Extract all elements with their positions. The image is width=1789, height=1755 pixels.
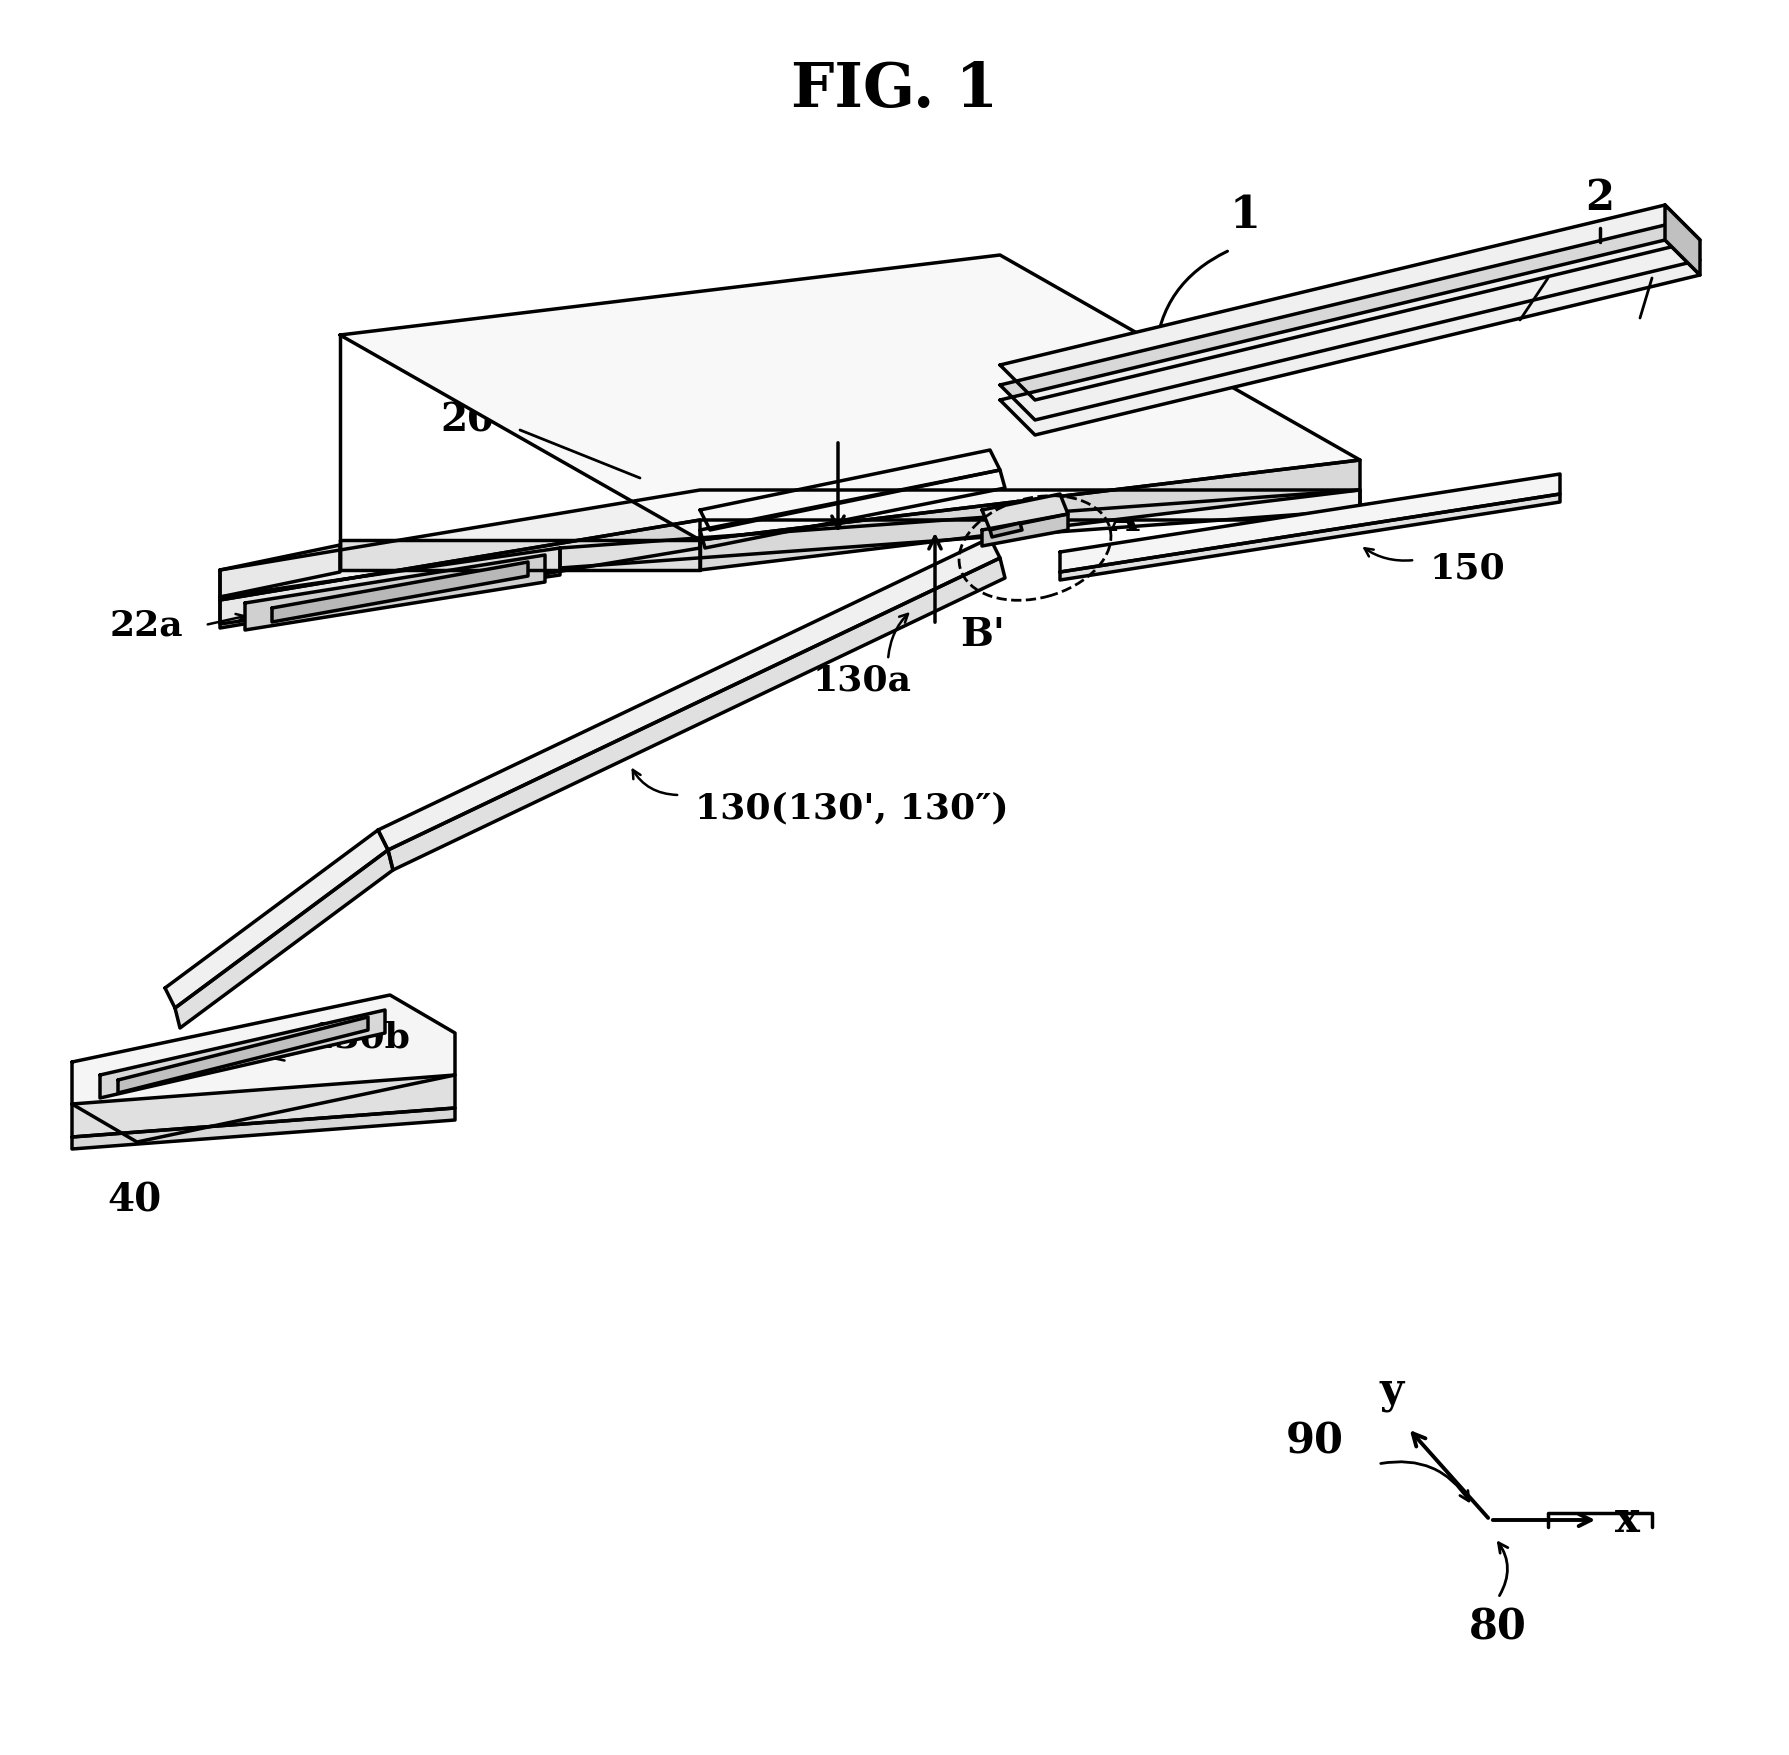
Text: 40: 40	[107, 1181, 163, 1220]
Polygon shape	[1664, 205, 1700, 276]
Text: 21: 21	[1522, 251, 1573, 284]
Text: 1: 1	[1229, 193, 1259, 237]
Text: 20: 20	[440, 400, 496, 439]
Text: x: x	[1614, 1499, 1639, 1541]
Polygon shape	[220, 546, 340, 597]
Polygon shape	[1000, 205, 1700, 400]
Polygon shape	[982, 514, 1068, 546]
Polygon shape	[989, 523, 1022, 537]
Polygon shape	[388, 558, 1004, 870]
Polygon shape	[175, 849, 394, 1028]
Text: FIG. 1: FIG. 1	[791, 60, 998, 119]
Polygon shape	[272, 562, 528, 621]
Text: 130a: 130a	[812, 663, 911, 697]
Polygon shape	[699, 470, 1004, 548]
Text: 22a: 22a	[109, 607, 182, 642]
Polygon shape	[72, 995, 454, 1143]
Polygon shape	[1000, 240, 1700, 435]
Text: 2: 2	[1585, 177, 1614, 219]
Polygon shape	[340, 254, 1360, 541]
Polygon shape	[1059, 493, 1560, 579]
Text: B: B	[868, 409, 903, 451]
Polygon shape	[1059, 474, 1560, 572]
Text: A: A	[1107, 500, 1138, 539]
Polygon shape	[100, 1009, 385, 1099]
Polygon shape	[699, 460, 1360, 570]
Polygon shape	[1000, 225, 1700, 419]
Polygon shape	[220, 490, 1360, 600]
Text: 150: 150	[1429, 551, 1505, 584]
Polygon shape	[982, 493, 1068, 530]
Text: B': B'	[959, 616, 1004, 655]
Text: 130(130', 130″): 130(130', 130″)	[694, 792, 1007, 825]
Text: 130b: 130b	[309, 1021, 411, 1055]
Polygon shape	[165, 830, 388, 1007]
Polygon shape	[699, 449, 1000, 530]
Polygon shape	[118, 1016, 369, 1093]
Polygon shape	[245, 555, 544, 630]
Text: 80: 80	[1469, 1608, 1526, 1650]
Text: y: y	[1379, 1371, 1403, 1413]
Polygon shape	[72, 1076, 454, 1137]
Polygon shape	[220, 519, 699, 628]
Polygon shape	[72, 1107, 454, 1150]
Text: 90: 90	[1285, 1422, 1344, 1464]
Polygon shape	[560, 490, 1360, 569]
Polygon shape	[340, 541, 699, 570]
Polygon shape	[377, 539, 1000, 849]
Text: 22: 22	[1626, 251, 1676, 284]
Polygon shape	[220, 548, 560, 625]
